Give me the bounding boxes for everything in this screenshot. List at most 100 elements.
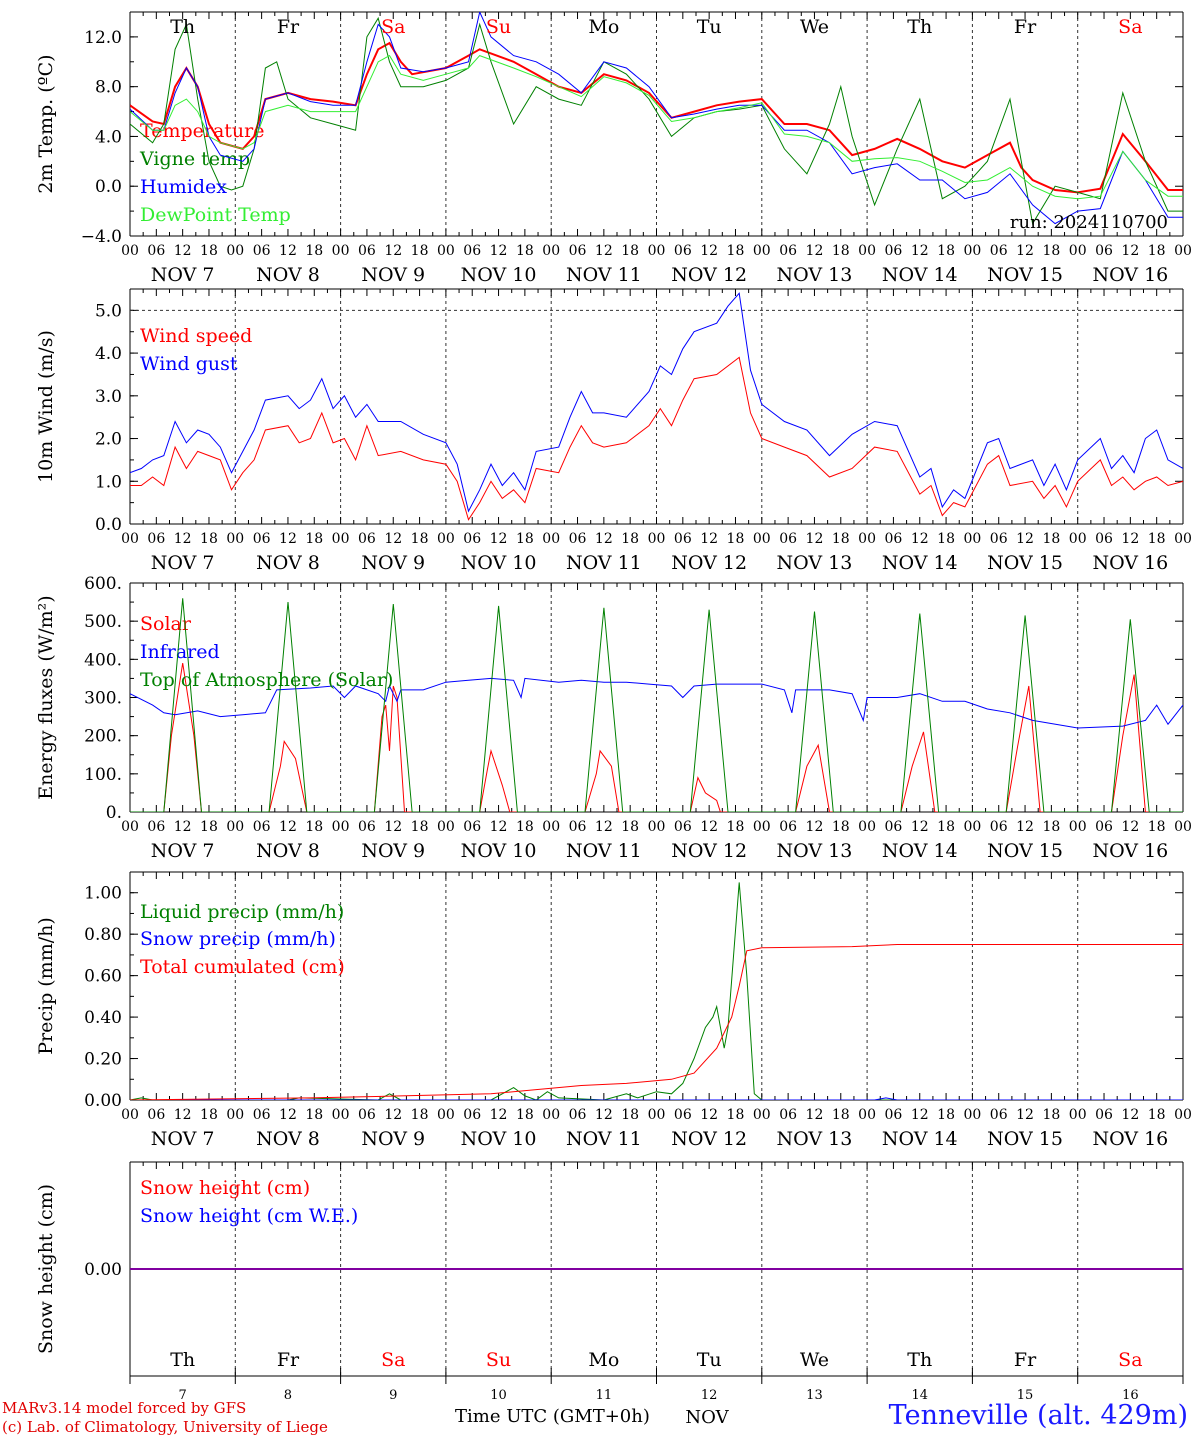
y-tick-label: 600. — [84, 574, 122, 594]
hour-tick-label: 12 — [911, 243, 929, 259]
panel-4: 0.00 0.20 0.40 0.60 0.80 1.00 Precip (mm/h) Liq… — [35, 871, 1192, 1150]
station-name: Tenneville (alt. 429m) — [888, 1400, 1188, 1431]
hour-tick-label: 06 — [1095, 243, 1113, 259]
hour-tick-label: 06 — [569, 531, 587, 547]
day-name: We — [800, 1349, 829, 1371]
day-name: Th — [170, 1349, 195, 1371]
hour-tick-label: 12 — [595, 1107, 613, 1123]
day-name: Fr — [277, 1349, 300, 1371]
legend-entry: Total cumulated (cm) — [140, 956, 345, 978]
hour-tick-label: 18 — [305, 531, 323, 547]
date-label: NOV 11 — [566, 1128, 642, 1150]
hour-tick-label: 18 — [727, 819, 745, 835]
hour-tick-label: 06 — [674, 1107, 692, 1123]
hour-tick-label: 00 — [858, 819, 876, 835]
hour-tick-label: 06 — [779, 243, 797, 259]
hour-tick-label: 06 — [253, 531, 271, 547]
date-label: NOV 15 — [987, 264, 1063, 286]
hour-tick-label: 00 — [542, 531, 560, 547]
series-line-wind-speed — [130, 356, 1183, 521]
hour-tick-label: 00 — [437, 1107, 455, 1123]
hour-tick-label: 12 — [279, 531, 297, 547]
hour-tick-label: 00 — [963, 531, 981, 547]
date-label: NOV 10 — [461, 552, 537, 574]
hour-tick-label: 12 — [279, 243, 297, 259]
day-name: Tu — [697, 16, 722, 38]
hour-tick-label: 12 — [384, 1107, 402, 1123]
date-label: NOV 15 — [987, 552, 1063, 574]
day-name: We — [800, 16, 829, 38]
date-label: NOV 9 — [361, 1128, 425, 1150]
hour-tick-label: 00 — [437, 819, 455, 835]
hour-tick-label: 06 — [990, 819, 1008, 835]
hour-tick-label: 18 — [937, 819, 955, 835]
y-tick-label: 1.0 — [95, 472, 122, 492]
hour-tick-label: 06 — [463, 1107, 481, 1123]
legend-entry: DewPoint Temp — [140, 204, 291, 226]
hour-tick-label: 18 — [621, 1107, 639, 1123]
panel-5: 0.00 Snow height (cm) Snow height (cm) Snow… — [35, 1161, 1184, 1428]
legend-entry: Temperature — [140, 120, 264, 142]
y-tick-label: 0.80 — [84, 925, 122, 945]
day-name: Th — [170, 16, 195, 38]
hour-tick-label: 00 — [121, 819, 139, 835]
y-axis-label: 10m Wind (m/s) — [35, 330, 57, 483]
credit-model: MARv3.14 model forced by GFS — [2, 1399, 247, 1417]
hour-tick-label: 18 — [1042, 819, 1060, 835]
hour-tick-label: 00 — [858, 531, 876, 547]
hour-tick-label: 12 — [174, 531, 192, 547]
y-tick-label: 0.60 — [84, 967, 122, 987]
hour-tick-label: 18 — [200, 243, 218, 259]
hour-tick-label: 12 — [806, 1107, 824, 1123]
panel-3: 0. 100. 200. 300. 400. 500. 600. Energy fluxes … — [35, 574, 1192, 862]
hour-tick-label: 18 — [621, 243, 639, 259]
hour-tick-label: 18 — [200, 819, 218, 835]
hour-tick-label: 18 — [305, 819, 323, 835]
date-label: NOV 9 — [361, 552, 425, 574]
hour-tick-label: 18 — [832, 243, 850, 259]
y-tick-label: 0.0 — [95, 515, 122, 535]
day-name: Sa — [1118, 16, 1142, 38]
date-label: NOV 10 — [461, 840, 537, 862]
hour-tick-label: 12 — [700, 531, 718, 547]
y-tick-label: 12.0 — [84, 28, 122, 48]
series-line-total-cumulated-cm- — [130, 944, 1183, 1100]
hour-tick-label: 18 — [1042, 243, 1060, 259]
series-line-top-of-atmosphere-solar- — [130, 598, 1183, 812]
hour-tick-label: 18 — [1148, 531, 1166, 547]
day-number: 8 — [284, 1388, 292, 1403]
series-line-humidex — [130, 12, 1183, 225]
hour-tick-label: 00 — [1069, 1107, 1087, 1123]
series-line-liquid-precip-mm-h- — [130, 882, 1183, 1100]
day-name: Mo — [588, 16, 619, 38]
hour-tick-label: 00 — [648, 819, 666, 835]
hour-tick-label: 12 — [174, 819, 192, 835]
date-label: NOV 10 — [461, 264, 537, 286]
date-label: NOV 12 — [671, 840, 747, 862]
hour-tick-label: 18 — [1148, 243, 1166, 259]
hour-tick-label: 00 — [332, 531, 350, 547]
hour-tick-label: 12 — [384, 819, 402, 835]
date-label: NOV 12 — [671, 264, 747, 286]
legend-entry: Snow precip (mm/h) — [140, 928, 336, 950]
hour-tick-label: 06 — [463, 243, 481, 259]
date-label: NOV 10 — [461, 1128, 537, 1150]
date-label: NOV 15 — [987, 1128, 1063, 1150]
day-name: Sa — [381, 16, 405, 38]
day-number: 14 — [911, 1388, 928, 1403]
legend-entry: Humidex — [140, 176, 227, 198]
hour-tick-label: 12 — [595, 819, 613, 835]
hour-tick-label: 18 — [1042, 531, 1060, 547]
day-number: 10 — [490, 1388, 507, 1403]
hour-tick-label: 06 — [253, 243, 271, 259]
hour-tick-label: 12 — [384, 243, 402, 259]
hour-tick-label: 18 — [1042, 1107, 1060, 1123]
day-number: 7 — [179, 1388, 187, 1403]
y-tick-label: 0.0 — [95, 177, 122, 197]
hour-tick-label: 12 — [911, 1107, 929, 1123]
hour-tick-label: 12 — [1121, 243, 1139, 259]
date-label: NOV 13 — [777, 264, 853, 286]
hour-tick-label: 00 — [1174, 819, 1192, 835]
y-tick-label: 0.00 — [84, 1091, 122, 1111]
hour-tick-label: 00 — [542, 819, 560, 835]
